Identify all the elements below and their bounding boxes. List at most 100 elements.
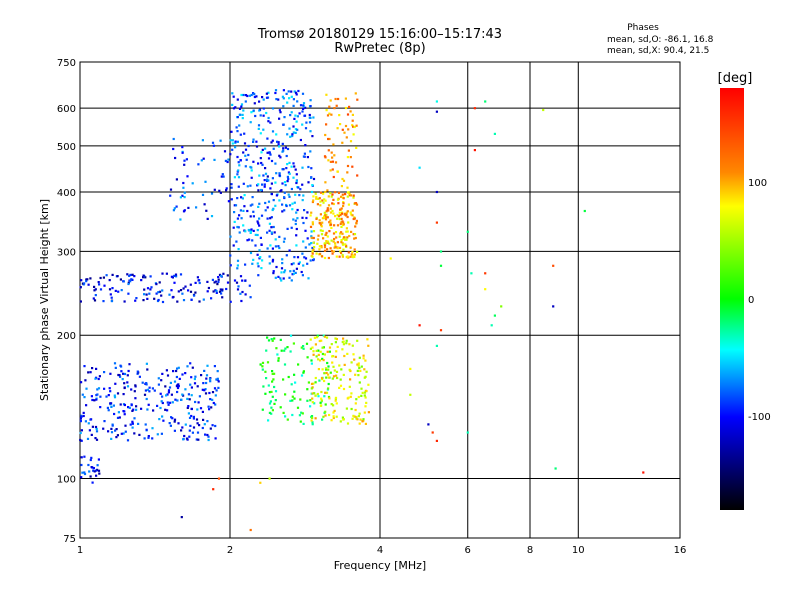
data-point xyxy=(319,404,322,407)
data-point xyxy=(308,121,312,124)
data-point xyxy=(236,130,239,133)
data-point xyxy=(317,353,320,356)
data-point xyxy=(351,113,354,116)
data-point xyxy=(344,214,348,217)
data-point xyxy=(312,241,315,244)
data-point xyxy=(313,336,316,339)
data-point xyxy=(338,218,341,221)
data-point xyxy=(325,240,328,243)
data-point xyxy=(201,426,204,430)
x-tick-label: 1 xyxy=(77,545,83,556)
data-point xyxy=(281,203,284,206)
data-point xyxy=(102,427,105,430)
data-point xyxy=(326,350,329,353)
data-point xyxy=(274,89,278,92)
data-point xyxy=(137,422,140,425)
data-point xyxy=(316,336,319,339)
data-point xyxy=(302,370,305,373)
data-point xyxy=(285,167,288,170)
data-point xyxy=(319,204,322,207)
data-point xyxy=(295,173,298,176)
data-point xyxy=(83,282,86,285)
data-point xyxy=(360,394,363,397)
data-point xyxy=(305,342,309,345)
data-point xyxy=(97,469,101,472)
info-box-title: Phases xyxy=(627,23,659,33)
data-point xyxy=(306,237,309,240)
data-point xyxy=(326,189,329,192)
data-point xyxy=(259,114,262,117)
data-point xyxy=(323,211,326,214)
data-point xyxy=(241,279,244,282)
data-point xyxy=(300,374,304,377)
data-point xyxy=(306,262,309,265)
data-point xyxy=(290,279,293,282)
data-point xyxy=(261,183,264,186)
data-point xyxy=(211,391,215,394)
data-point xyxy=(315,355,318,358)
data-point xyxy=(83,396,86,399)
data-point xyxy=(323,256,327,260)
data-point xyxy=(117,290,120,293)
data-point xyxy=(317,197,320,200)
data-point xyxy=(236,170,239,173)
data-point xyxy=(175,369,178,373)
data-point xyxy=(311,135,314,138)
data-point xyxy=(307,165,310,169)
y-tick-label: 75 xyxy=(63,534,76,545)
data-point xyxy=(252,140,255,143)
data-point xyxy=(341,243,345,246)
x-tick-label: 10 xyxy=(572,545,585,556)
data-point xyxy=(290,165,293,168)
y-tick-label: 500 xyxy=(57,142,76,153)
data-point xyxy=(142,274,145,277)
data-point xyxy=(355,415,358,419)
data-point xyxy=(342,237,345,240)
data-point xyxy=(208,378,212,381)
data-point xyxy=(290,95,293,98)
data-point xyxy=(189,362,192,365)
data-point xyxy=(216,370,219,373)
data-point xyxy=(346,210,349,213)
data-point xyxy=(277,275,280,278)
data-point xyxy=(292,104,295,107)
data-point xyxy=(341,128,344,131)
data-point xyxy=(270,159,274,163)
data-point xyxy=(211,141,215,144)
data-point xyxy=(316,392,319,396)
data-point xyxy=(244,293,247,296)
data-point xyxy=(331,168,334,171)
data-point xyxy=(241,113,244,116)
data-point xyxy=(168,386,172,389)
data-point xyxy=(346,186,349,189)
data-point xyxy=(247,153,250,157)
data-point xyxy=(230,198,233,201)
data-point xyxy=(358,366,361,370)
data-point xyxy=(155,283,158,286)
data-point xyxy=(340,231,343,234)
data-point xyxy=(258,100,261,103)
data-point xyxy=(286,418,289,421)
data-point xyxy=(295,93,298,96)
data-point xyxy=(226,160,229,164)
data-point xyxy=(127,406,130,409)
data-point xyxy=(155,292,158,295)
data-point xyxy=(288,97,291,100)
data-point xyxy=(79,438,82,442)
data-point xyxy=(342,340,345,343)
data-point xyxy=(294,91,298,94)
data-point xyxy=(150,286,153,289)
data-point xyxy=(270,141,273,144)
data-point xyxy=(351,124,354,127)
data-point xyxy=(165,272,168,275)
data-point xyxy=(202,382,205,385)
x-tick-label: 6 xyxy=(465,545,471,556)
data-point xyxy=(156,404,159,407)
data-point xyxy=(336,170,339,173)
data-point xyxy=(297,363,300,366)
data-point xyxy=(119,403,122,406)
data-point xyxy=(484,272,487,275)
data-point xyxy=(261,259,264,262)
data-point xyxy=(338,364,341,367)
data-point xyxy=(331,377,334,380)
